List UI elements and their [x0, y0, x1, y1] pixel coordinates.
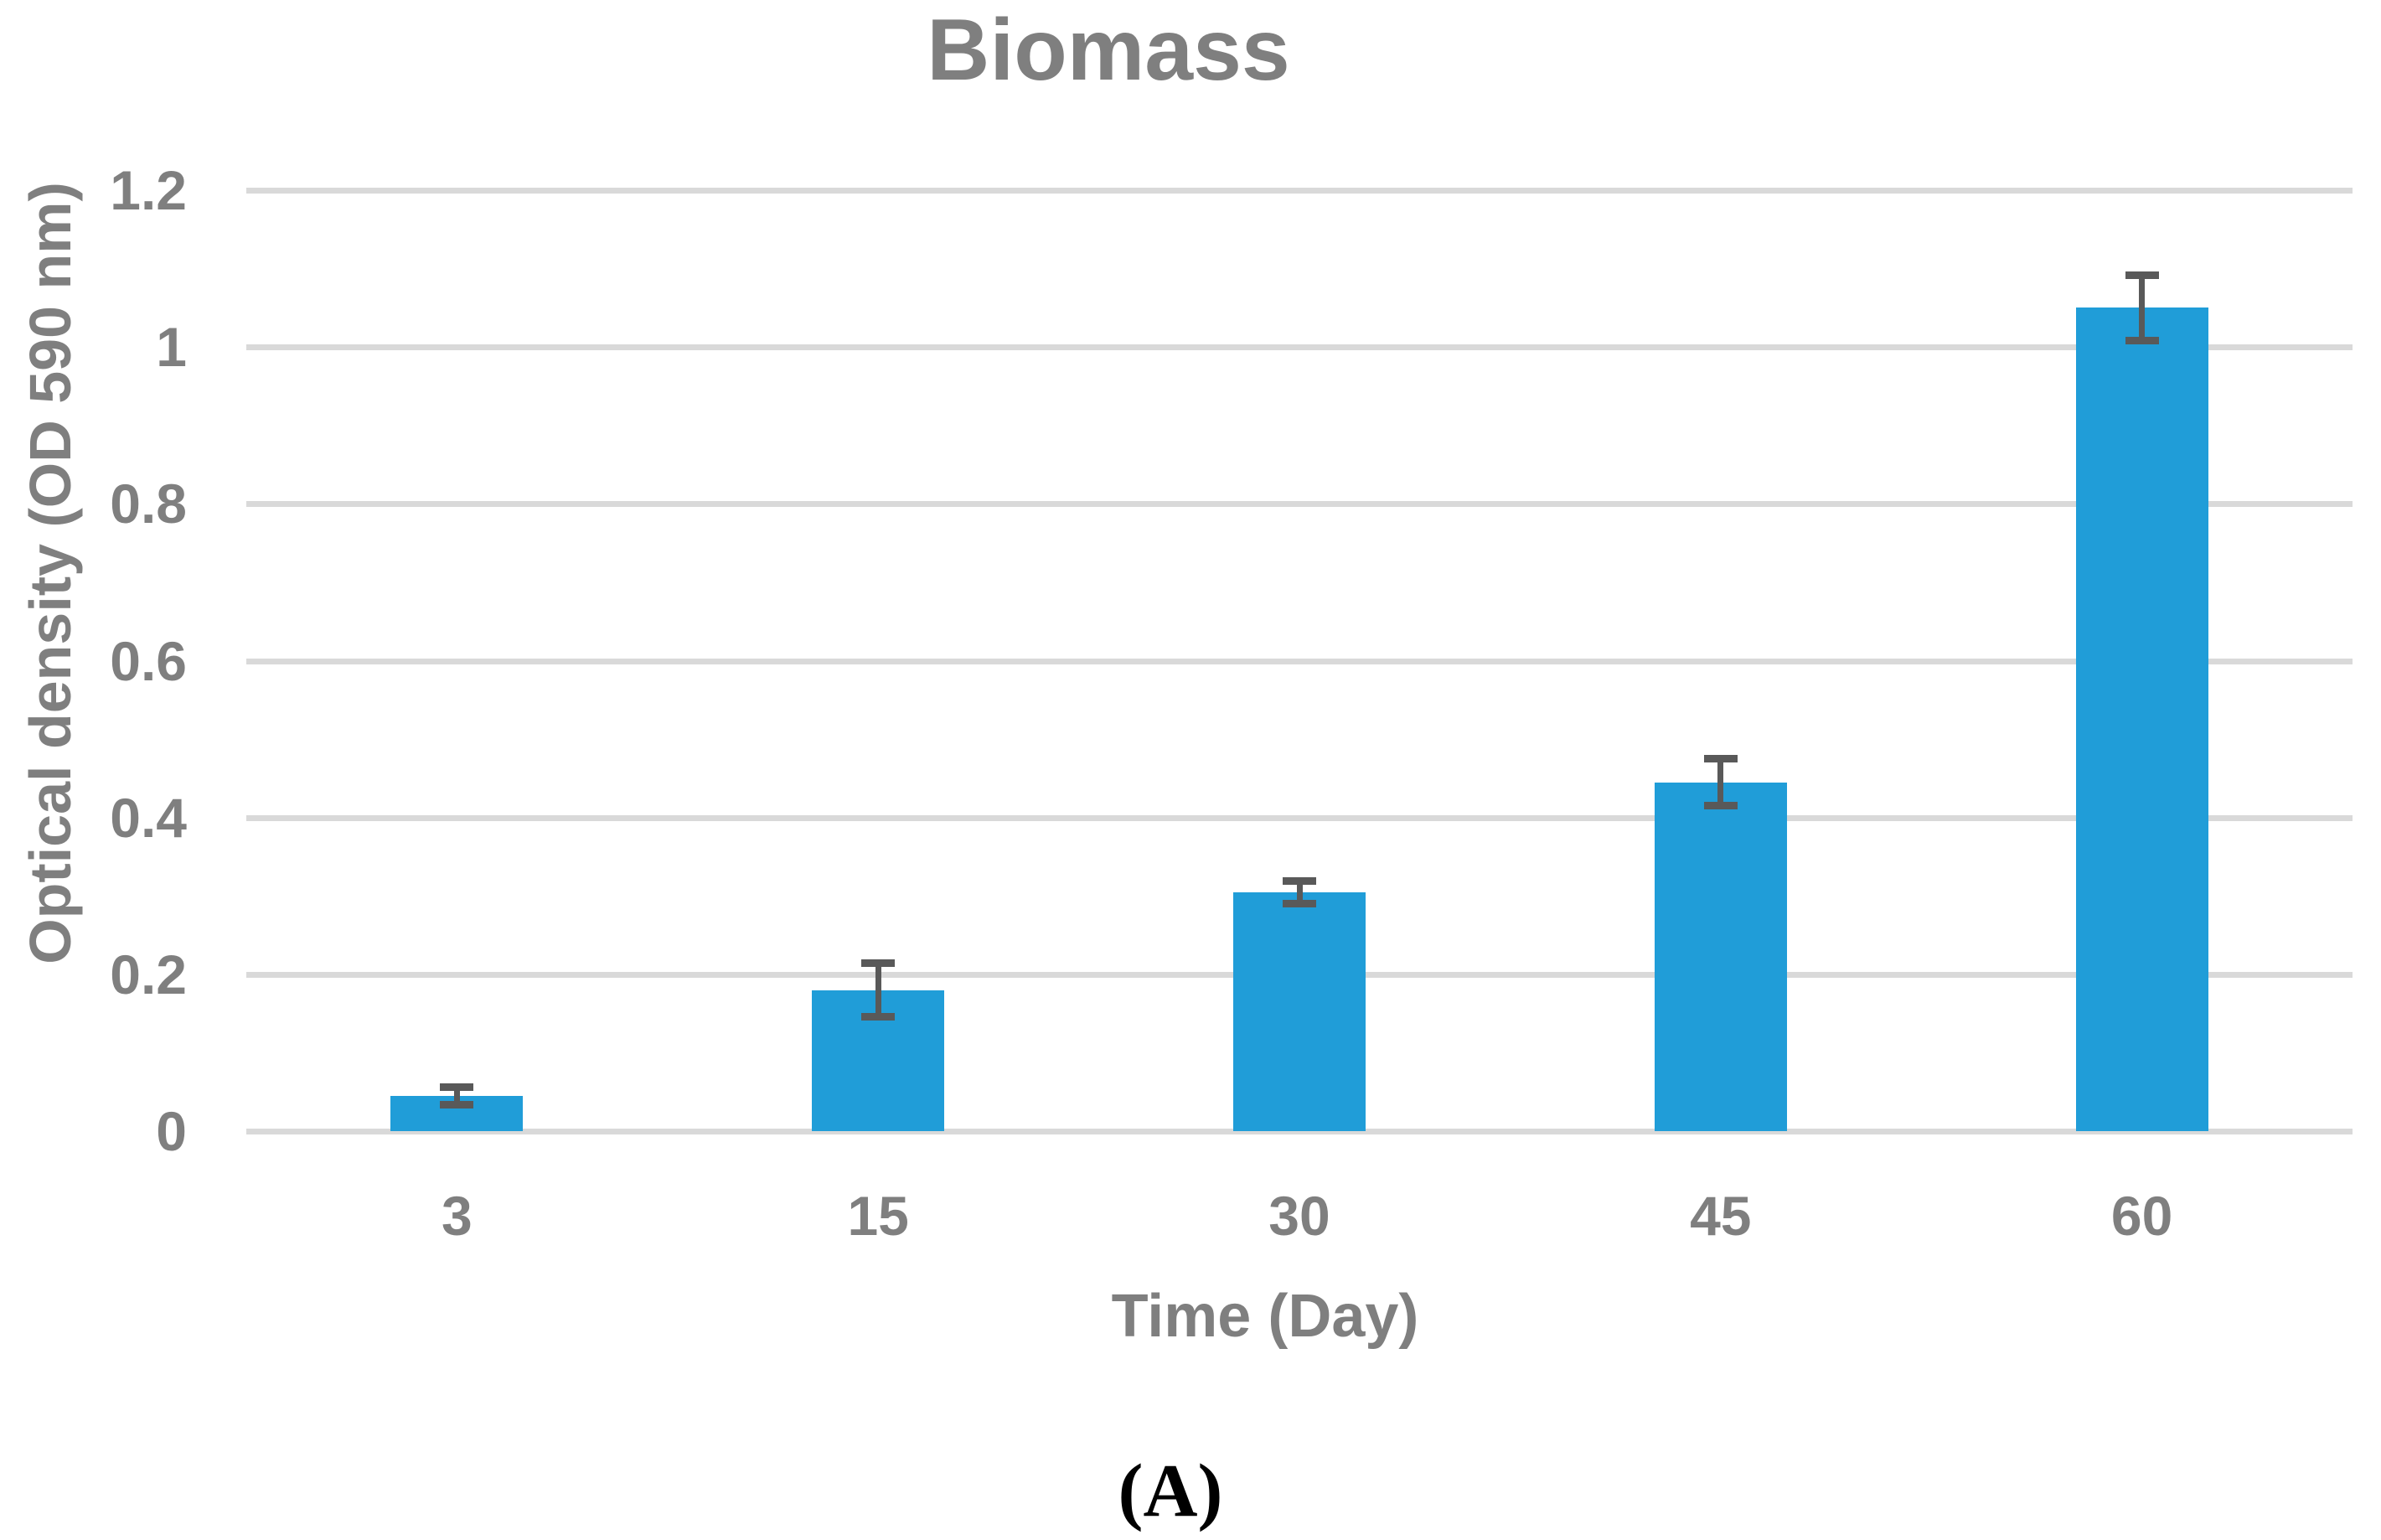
y-tick-label: 0: [156, 1100, 187, 1162]
gridline: [246, 658, 2353, 664]
gridline: [246, 188, 2353, 194]
error-bar-cap: [440, 1083, 474, 1091]
y-tick-label: 0.2: [110, 943, 187, 1005]
y-tick-label: 0.8: [110, 473, 187, 535]
error-bar-cap: [1283, 899, 1316, 907]
bar: [1654, 782, 1787, 1131]
bar: [2075, 307, 2208, 1131]
y-tick-label: 0.4: [110, 786, 187, 849]
gridline: [246, 814, 2353, 821]
error-bar-cap: [440, 1101, 474, 1109]
y-tick-label: 1.2: [110, 159, 187, 221]
error-bar-cap: [2125, 271, 2159, 280]
y-tick-label: 1: [156, 316, 187, 379]
error-bar-cap: [1703, 801, 1738, 809]
error-bar-whisker: [875, 962, 881, 1018]
error-bar-whisker: [453, 1086, 460, 1106]
error-bar-whisker: [1717, 758, 1724, 806]
chart-title: Biomass: [927, 2, 1290, 99]
error-bar-cap: [2125, 336, 2159, 344]
x-tick-label: 30: [1268, 1185, 1330, 1247]
error-bar-cap: [1283, 876, 1316, 885]
gridline: [246, 501, 2353, 508]
x-tick-label: 15: [847, 1185, 909, 1247]
error-bar-cap: [1703, 755, 1738, 763]
x-tick-label: 60: [2110, 1185, 2173, 1247]
error-bar-cap: [861, 959, 896, 967]
gridline: [246, 1129, 2353, 1134]
y-tick-label: 0.6: [110, 629, 187, 692]
bar: [1233, 891, 1366, 1131]
error-bar-cap: [861, 1013, 896, 1021]
x-tick-label: 45: [1690, 1185, 1752, 1247]
figure-caption: (A): [1118, 1450, 1223, 1532]
error-bar-whisker: [2139, 275, 2146, 341]
x-tick-label: 3: [442, 1185, 473, 1247]
error-bar-whisker: [1296, 880, 1303, 904]
x-axis-title: Time (Day): [1111, 1283, 1419, 1350]
gridline: [246, 344, 2353, 351]
